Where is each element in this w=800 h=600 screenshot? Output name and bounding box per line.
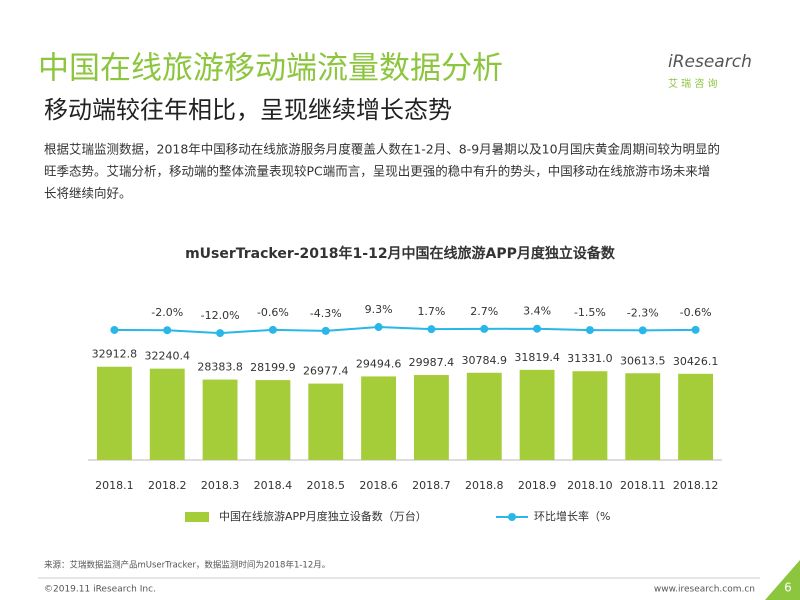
line-point [638,326,647,335]
data-label: 1.7% [417,305,445,318]
bar [519,369,555,460]
data-label: 30784.9 [462,354,508,367]
x-tick-label: 2018.9 [518,479,557,492]
bar [572,371,608,460]
x-tick-label: 2018.2 [148,479,187,492]
logo-cn: 艾 瑞 咨 询 [668,77,718,90]
line-point [163,326,172,335]
chart-title: mUserTracker-2018年1-12月中国在线旅游APP月度独立设备数 [185,245,616,262]
x-tick-label: 2018.10 [567,479,613,492]
line-point [533,324,542,333]
source: 来源：艾瑞数据监测产品mUserTracker，数据监测时间为2018年1-12… [44,560,330,571]
data-label: -1.5% [574,306,606,319]
data-label: -2.3% [627,306,659,319]
data-label: -0.6% [257,306,289,319]
bar [149,368,185,460]
data-label: 9.3% [365,303,393,316]
paragraph-line: 旺季态势。艾瑞分析，移动端的整体流量表现较PC端而言，呈现出更强的稳中有升的势头… [44,164,710,179]
data-label: 29987.4 [409,356,455,369]
x-tick-label: 2018.1 [95,479,134,492]
x-tick-label: 2018.5 [307,479,346,492]
paragraph-line: 长将继续向好。 [44,186,132,201]
data-label: 32240.4 [145,350,191,363]
data-label: 30613.5 [620,354,666,367]
legend-label: 中国在线旅游APP月度独立设备数（万台） [219,509,427,523]
line-point [268,325,277,334]
bar [255,380,291,460]
legend-label: 环比增长率（% [534,509,610,523]
line-point [585,326,594,335]
x-tick-label: 2018.12 [673,479,719,492]
line-point [374,323,383,332]
logo: iResearch [668,52,752,72]
legend-swatch [508,513,516,521]
data-label: 3.4% [523,305,551,318]
data-label: 2.7% [470,305,498,318]
website: www.iresearch.com.cn [654,585,755,595]
bar [96,366,132,460]
data-label: -2.0% [151,306,183,319]
bar [361,376,397,460]
x-tick-label: 2018.7 [412,479,451,492]
copyright: ©2019.11 iResearch Inc. [44,585,156,595]
x-tick-label: 2018.6 [359,479,398,492]
data-label: 29494.6 [356,357,402,370]
line-point [216,329,225,338]
x-tick-label: 2018.8 [465,479,504,492]
data-label: 28383.8 [197,361,243,374]
data-label: 31819.4 [514,351,560,364]
data-label: 32912.8 [92,348,138,361]
x-tick-label: 2018.3 [201,479,240,492]
line-point [427,325,436,334]
line-point [480,324,489,333]
x-tick-label: 2018.4 [254,479,293,492]
bar [466,372,502,460]
bar [625,373,661,460]
line-point [321,326,330,335]
page-badge [765,560,800,600]
slide-subtitle: 移动端较往年相比，呈现继续增长态势 [44,96,452,124]
data-label: 28199.9 [250,361,296,374]
page-number: 6 [784,581,792,595]
line-point [691,325,700,334]
x-tick-label: 2018.11 [620,479,666,492]
data-label: -4.3% [310,307,342,320]
paragraph-line: 根据艾瑞监测数据，2018年中国移动在线旅游服务月度覆盖人数在1-2月、8-9月… [44,142,720,157]
bar [202,379,238,460]
data-label: 30426.1 [673,355,719,368]
bar [308,383,344,460]
data-label: -12.0% [201,309,240,322]
legend-swatch [185,512,209,522]
bar [413,375,449,460]
line [114,326,696,335]
slide-title: 中国在线旅游移动端流量数据分析 [38,51,503,87]
data-label: 31331.0 [567,352,613,365]
data-label: -0.6% [680,306,712,319]
bar [678,373,714,460]
line-point [110,325,119,334]
data-label: 26977.4 [303,365,349,378]
